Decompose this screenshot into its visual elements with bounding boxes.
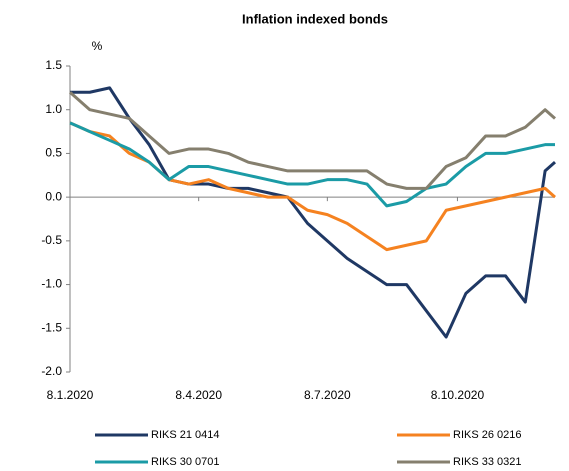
legend-label: RIKS 21 0414 <box>151 429 220 441</box>
x-tick-label: 8.4.2020 <box>175 388 222 402</box>
legend-label: RIKS 33 0321 <box>453 456 522 468</box>
y-tick-label: -1.0 <box>41 277 62 291</box>
series-line <box>70 86 556 339</box>
x-tick-label: 8.10.2020 <box>431 388 485 402</box>
legend-label: RIKS 30 0701 <box>151 456 220 468</box>
y-tick-label: 0.5 <box>45 146 62 160</box>
x-tick-label: 8.1.2020 <box>47 388 94 402</box>
x-tick-label: 8.7.2020 <box>304 388 351 402</box>
y-tick-label: -0.5 <box>41 233 62 247</box>
series-line <box>69 121 555 208</box>
legend-label: RIKS 26 0216 <box>453 429 522 441</box>
y-tick-label: 1.0 <box>45 102 62 116</box>
y-tick-label: 0.0 <box>45 189 62 203</box>
y-axis-unit: % <box>92 39 103 53</box>
y-tick-label: 1.5 <box>45 58 62 72</box>
chart-title: Inflation indexed bonds <box>242 11 388 26</box>
series-line <box>69 91 556 190</box>
y-tick-label: -2.0 <box>41 364 62 378</box>
y-tick-label: -1.5 <box>41 320 62 334</box>
